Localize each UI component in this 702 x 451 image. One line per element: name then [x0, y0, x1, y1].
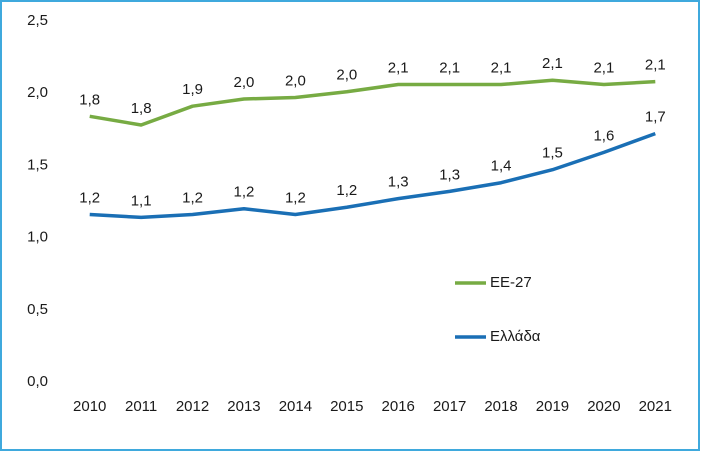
- data-label: 2,1: [388, 60, 409, 77]
- data-label: 2,1: [439, 60, 460, 77]
- data-label: 1,4: [491, 158, 512, 175]
- series-line: [89, 131, 656, 220]
- data-label: 2,1: [645, 57, 666, 74]
- x-tick-label: 2016: [382, 398, 415, 415]
- data-label: 1,8: [131, 100, 152, 117]
- data-label: 1,9: [182, 81, 203, 98]
- data-label: 1,6: [593, 127, 614, 144]
- x-tick-label: 2017: [433, 398, 466, 415]
- x-tick-label: 2013: [227, 398, 260, 415]
- series-line: [89, 78, 656, 127]
- data-label: 2,0: [336, 67, 357, 84]
- x-tick-label: 2019: [536, 398, 569, 415]
- data-label: 1,5: [542, 145, 563, 162]
- legend-label: Ελλάδα: [490, 328, 541, 345]
- data-label: 1,2: [285, 189, 306, 206]
- data-label: 2,1: [593, 60, 614, 77]
- y-tick-label: 2,5: [27, 12, 48, 29]
- data-label: 2,1: [491, 60, 512, 77]
- data-label: 1,2: [336, 182, 357, 199]
- y-tick-label: 0,5: [27, 301, 48, 318]
- data-label: 2,1: [542, 55, 563, 72]
- x-tick-label: 2015: [330, 398, 363, 415]
- data-label: 2,0: [234, 74, 255, 91]
- y-tick-label: 2,0: [27, 84, 48, 101]
- data-label: 1,2: [234, 184, 255, 201]
- legend-label: ΕΕ-27: [490, 274, 532, 291]
- y-tick-label: 1,0: [27, 229, 48, 246]
- data-label: 1,1: [131, 192, 152, 209]
- data-label: 2,0: [285, 73, 306, 90]
- x-tick-label: 2020: [587, 398, 620, 415]
- x-tick-label: 2014: [279, 398, 312, 415]
- x-tick-label: 2010: [73, 398, 106, 415]
- data-label: 1,2: [182, 189, 203, 206]
- data-label: 1,2: [79, 189, 100, 206]
- x-tick-label: 2018: [484, 398, 517, 415]
- x-tick-label: 2021: [639, 398, 672, 415]
- data-label: 1,3: [388, 174, 409, 191]
- y-tick-label: 0,0: [27, 373, 48, 390]
- x-tick-label: 2011: [125, 398, 157, 415]
- data-label: 1,3: [439, 166, 460, 183]
- data-label: 1,8: [79, 91, 100, 108]
- data-label: 1,7: [645, 109, 666, 126]
- y-tick-label: 1,5: [27, 156, 48, 173]
- x-tick-label: 2012: [176, 398, 209, 415]
